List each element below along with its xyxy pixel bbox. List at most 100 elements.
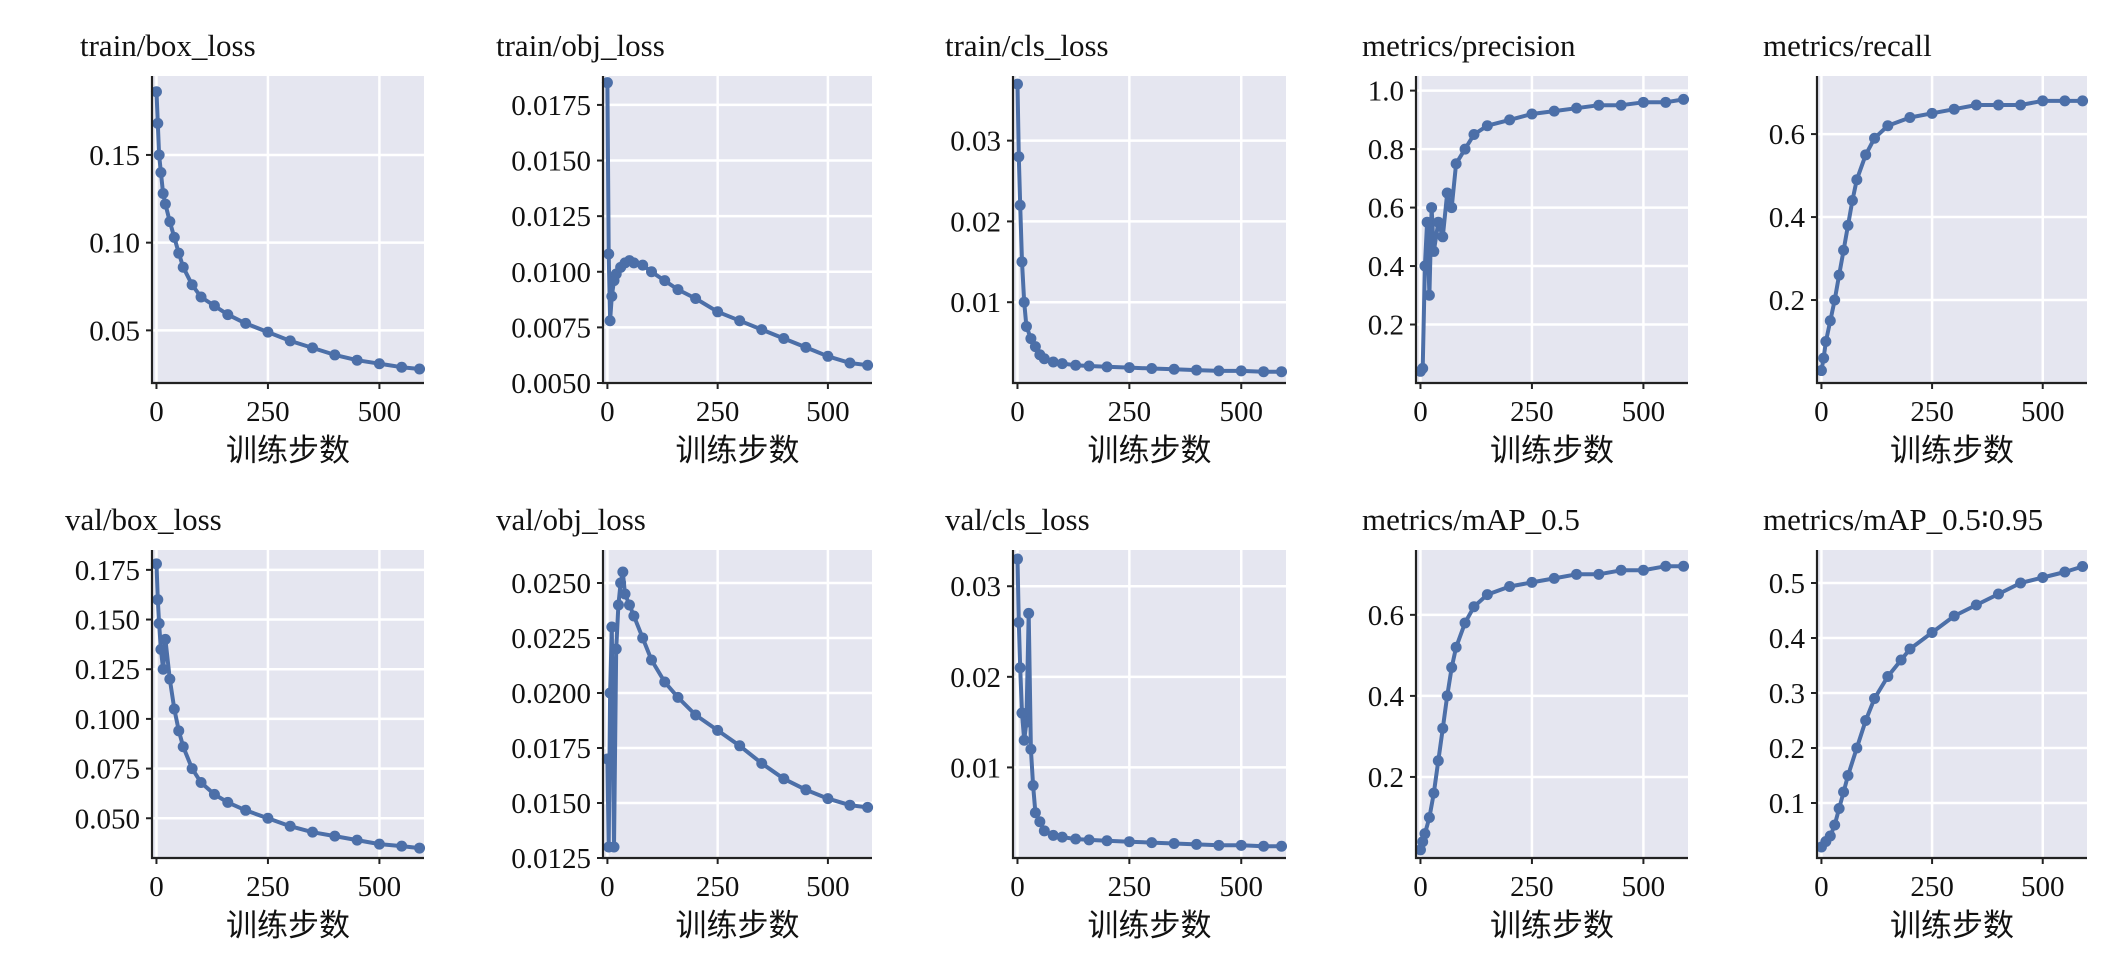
data-point: [1025, 743, 1037, 755]
data-point: [601, 753, 613, 765]
y-tick-label: 0.2: [1769, 285, 1805, 317]
data-point: [1526, 576, 1538, 588]
data-point: [1235, 365, 1247, 377]
x-tick-label: 250: [696, 396, 740, 428]
data-point: [1926, 107, 1938, 119]
data-point: [1056, 358, 1068, 370]
data-point: [1426, 202, 1438, 214]
data-point: [1070, 833, 1082, 845]
axis-lines: [150, 76, 424, 385]
data-point: [153, 149, 165, 161]
data-point: [619, 588, 631, 600]
y-tick-label: 1.0: [1368, 76, 1404, 108]
data-point: [1660, 560, 1672, 572]
x-axis-label: 训练步数: [1088, 908, 1212, 944]
y-tick-label: 0.2: [1769, 733, 1805, 765]
x-axis-label: 训练步数: [676, 433, 800, 469]
x-tick-label: 500: [358, 396, 402, 428]
data-point: [844, 357, 856, 369]
data-point: [186, 763, 198, 775]
data-point: [1014, 199, 1026, 211]
data-point: [414, 842, 426, 854]
data-point: [1468, 128, 1480, 140]
y-tick-label: 0.0250: [511, 568, 591, 600]
y-tick-label: 0.02: [950, 662, 1001, 694]
data-point: [157, 188, 169, 200]
data-point: [1851, 742, 1863, 754]
data-point: [262, 812, 274, 824]
data-point: [1838, 244, 1850, 256]
y-tick-label: 0.03: [950, 126, 1001, 158]
data-point: [1441, 187, 1453, 199]
data-point: [646, 266, 658, 278]
x-tick-label: 500: [1219, 396, 1263, 428]
data-point: [153, 618, 165, 630]
data-point: [1047, 829, 1059, 841]
chart-panel: 0.0050 0.0075 0.0100 0.0125 0.0150 0.0175 0 250…: [496, 28, 874, 469]
data-point: [1432, 216, 1444, 228]
data-point: [756, 757, 768, 769]
x-tick-label: 250: [1510, 396, 1554, 428]
data-point: [1016, 707, 1028, 719]
data-point: [2077, 561, 2089, 572]
data-point: [177, 261, 189, 273]
data-point: [1824, 830, 1836, 842]
x-axis-label: 训练步数: [1890, 908, 2014, 944]
data-point: [208, 788, 220, 800]
data-point: [1083, 834, 1095, 846]
data-point: [1023, 607, 1035, 619]
data-point: [1213, 839, 1225, 851]
data-point: [712, 306, 724, 318]
y-tick-label: 0.6: [1368, 193, 1404, 225]
data-point: [628, 257, 640, 269]
axis-lines: [1011, 550, 1286, 860]
x-tick-label: 0: [1010, 396, 1025, 428]
data-point: [2037, 95, 2049, 107]
data-point: [617, 566, 629, 578]
data-point: [1013, 151, 1025, 163]
plot-area: [1013, 550, 1286, 858]
y-tick-label: 0.075: [75, 754, 140, 786]
data-point: [844, 799, 856, 811]
x-tick-label: 250: [1108, 396, 1152, 428]
data-point: [604, 687, 616, 699]
data-point: [1526, 108, 1538, 120]
data-point: [1571, 102, 1583, 114]
data-point: [1548, 105, 1560, 117]
data-point: [1992, 99, 2004, 111]
data-point: [778, 773, 790, 785]
data-point: [1437, 722, 1449, 734]
data-point: [659, 676, 671, 688]
data-point: [168, 231, 180, 243]
data-point: [1020, 320, 1032, 332]
y-tick-label: 0.0125: [511, 201, 591, 233]
x-tick-label: 0: [1413, 871, 1428, 903]
x-tick-label: 500: [2021, 871, 2065, 903]
data-point: [672, 284, 684, 296]
data-point: [222, 796, 234, 808]
plot-area: [152, 550, 424, 858]
data-point: [1014, 662, 1026, 674]
data-point: [2037, 572, 2049, 583]
data-point: [646, 654, 658, 666]
data-point: [606, 290, 618, 302]
data-point: [1276, 366, 1288, 378]
data-point: [1013, 616, 1025, 628]
data-point: [1504, 580, 1516, 592]
x-tick-label: 0: [1413, 396, 1428, 428]
chart-title: metrics/mAP_0.5: [1362, 502, 1580, 537]
x-tick-label: 250: [1910, 871, 1954, 903]
data-point: [396, 361, 408, 373]
chart-title: train/cls_loss: [945, 28, 1109, 63]
data-point: [307, 826, 319, 838]
x-tick-label: 250: [696, 871, 740, 903]
data-point: [1948, 610, 1960, 622]
data-point: [373, 358, 385, 370]
y-tick-label: 0.8: [1368, 134, 1404, 166]
data-point: [756, 324, 768, 336]
data-point: [1829, 294, 1841, 306]
x-tick-label: 250: [1910, 396, 1954, 428]
y-tick-label: 0.4: [1368, 251, 1405, 283]
data-point: [1869, 693, 1881, 704]
